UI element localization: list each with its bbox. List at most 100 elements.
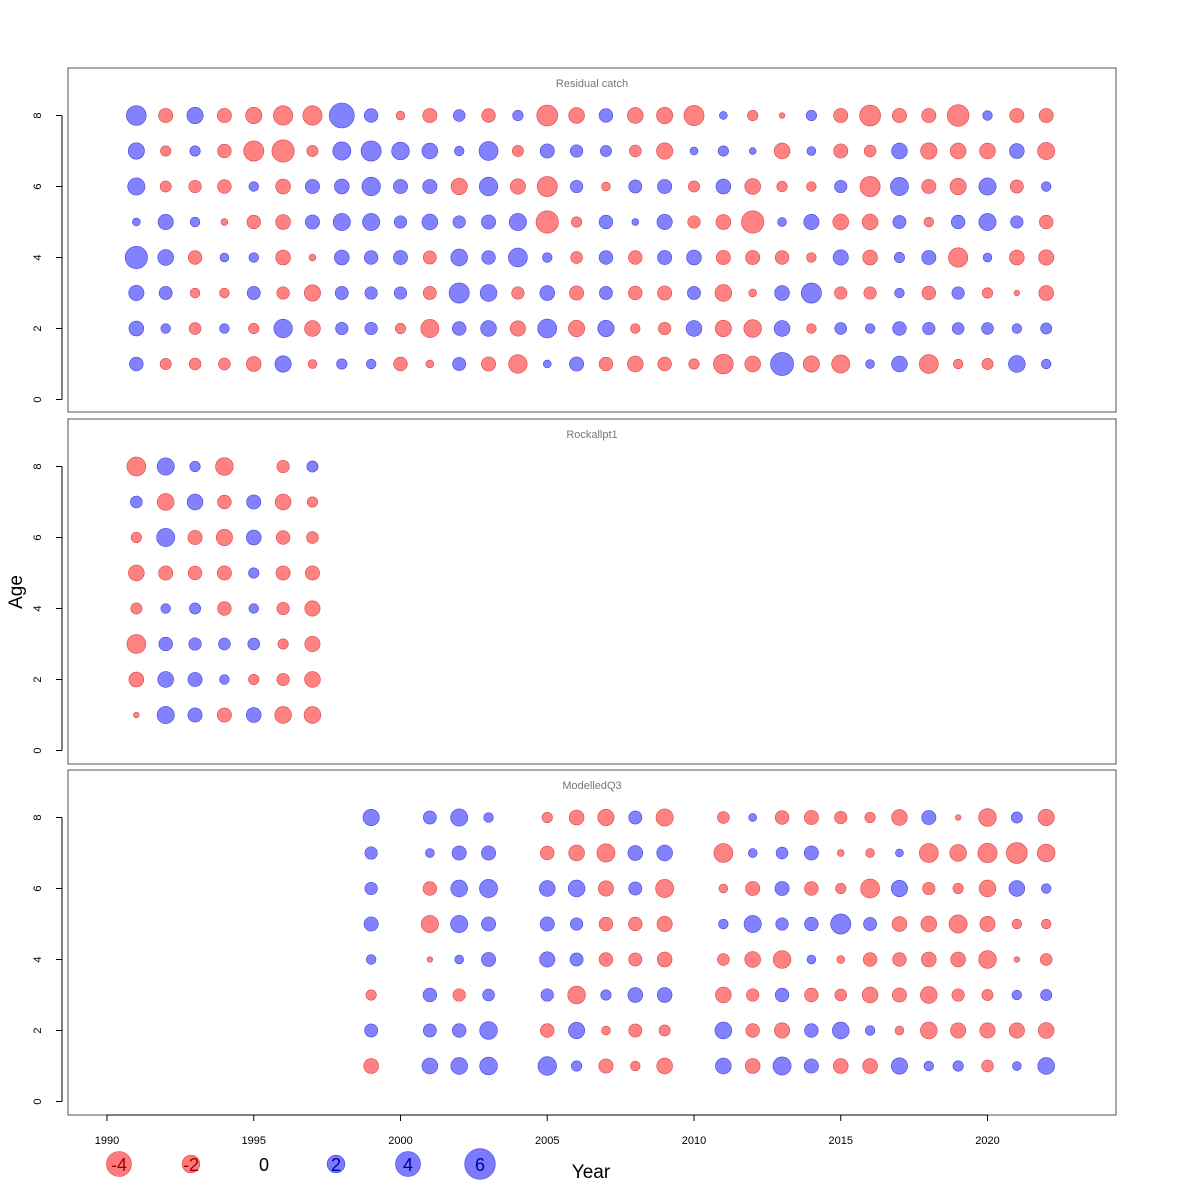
data-bubble xyxy=(276,672,290,687)
data-bubble xyxy=(863,917,877,931)
data-bubble xyxy=(803,810,819,825)
data-bubble xyxy=(834,988,847,1002)
data-bubble xyxy=(835,882,847,895)
data-bubble xyxy=(776,180,788,193)
data-bubble xyxy=(685,320,703,337)
data-bubble xyxy=(567,985,586,1005)
data-bubble xyxy=(539,143,555,159)
data-bubble xyxy=(306,460,319,473)
data-bubble xyxy=(128,564,145,582)
data-bubble xyxy=(981,322,994,335)
data-bubble xyxy=(539,285,555,301)
data-bubble xyxy=(949,844,967,862)
data-bubble xyxy=(450,879,468,898)
data-bubble xyxy=(217,494,232,510)
data-bubble xyxy=(248,322,260,335)
data-bubble xyxy=(772,950,792,969)
data-bubble xyxy=(305,214,320,230)
data-bubble xyxy=(540,1023,555,1038)
data-bubble xyxy=(981,358,994,370)
data-bubble xyxy=(655,808,674,827)
data-bubble xyxy=(834,286,848,300)
data-bubble xyxy=(452,321,467,336)
data-bubble xyxy=(860,878,880,899)
data-bubble xyxy=(656,844,673,862)
data-bubble xyxy=(328,102,355,129)
data-bubble xyxy=(536,104,559,127)
data-bubble xyxy=(718,883,729,894)
data-bubble xyxy=(804,987,819,1003)
data-bubble xyxy=(128,671,145,688)
data-bubble xyxy=(332,213,351,231)
data-bubble xyxy=(479,879,498,898)
data-bubble xyxy=(859,104,881,127)
data-bubble xyxy=(393,215,408,229)
data-bubble xyxy=(570,144,584,158)
data-bubble xyxy=(187,250,203,265)
data-bubble xyxy=(422,881,437,896)
data-bubble xyxy=(189,602,201,615)
data-bubble xyxy=(305,179,320,194)
data-bubble xyxy=(833,108,849,123)
data-bubble xyxy=(630,1060,641,1072)
data-bubble xyxy=(1012,1061,1022,1071)
data-bubble xyxy=(274,355,292,373)
data-bubble xyxy=(803,1058,819,1074)
data-bubble xyxy=(1008,355,1026,373)
y-tick-label: 4 xyxy=(32,956,44,962)
data-bubble xyxy=(978,177,997,196)
data-bubble xyxy=(157,493,175,511)
data-bubble xyxy=(919,843,939,863)
data-bubble xyxy=(248,567,260,579)
data-bubble xyxy=(305,565,320,581)
data-bubble xyxy=(656,107,674,124)
data-bubble xyxy=(921,810,937,825)
data-bubble xyxy=(481,952,496,967)
data-bubble xyxy=(745,1023,760,1038)
data-bubble xyxy=(276,286,290,300)
data-bubble xyxy=(483,812,494,823)
data-bubble xyxy=(1009,108,1025,123)
data-bubble xyxy=(950,1022,967,1039)
data-bubble xyxy=(132,217,141,227)
data-bubble xyxy=(949,142,967,160)
data-bubble xyxy=(363,916,379,932)
data-bubble xyxy=(830,913,852,935)
data-bubble xyxy=(275,214,291,230)
data-bubble xyxy=(395,110,406,121)
data-bubble xyxy=(512,145,524,157)
data-bubble xyxy=(715,250,731,265)
data-bubble xyxy=(744,1058,761,1074)
data-bubble xyxy=(717,953,730,966)
data-bubble xyxy=(864,811,876,824)
data-bubble xyxy=(571,216,583,228)
data-bubble xyxy=(160,323,171,334)
data-bubble xyxy=(952,882,964,895)
data-bubble xyxy=(363,108,379,123)
data-bubble xyxy=(631,218,640,226)
data-bubble xyxy=(892,108,907,123)
data-bubble xyxy=(454,954,464,965)
data-bubble xyxy=(744,951,761,968)
data-bubble xyxy=(216,565,232,581)
data-bubble xyxy=(450,1057,468,1075)
data-bubble xyxy=(804,881,819,896)
data-bubble xyxy=(1011,918,1022,930)
data-bubble xyxy=(656,1057,673,1075)
data-bubble xyxy=(246,707,262,723)
legend-bubble xyxy=(181,1154,201,1174)
data-bubble xyxy=(158,108,174,123)
data-bubble xyxy=(1011,989,1022,1001)
data-bubble xyxy=(715,178,732,195)
data-bubble xyxy=(806,954,817,965)
data-bubble xyxy=(774,810,790,825)
data-bubble xyxy=(598,1058,614,1074)
data-bubble xyxy=(159,180,172,193)
data-bubble xyxy=(1041,358,1052,370)
data-bubble xyxy=(598,356,614,372)
data-bubble xyxy=(803,214,820,230)
data-bubble xyxy=(862,249,878,266)
data-bubble xyxy=(1038,285,1054,301)
data-bubble xyxy=(537,318,558,339)
data-bubble xyxy=(220,218,229,226)
